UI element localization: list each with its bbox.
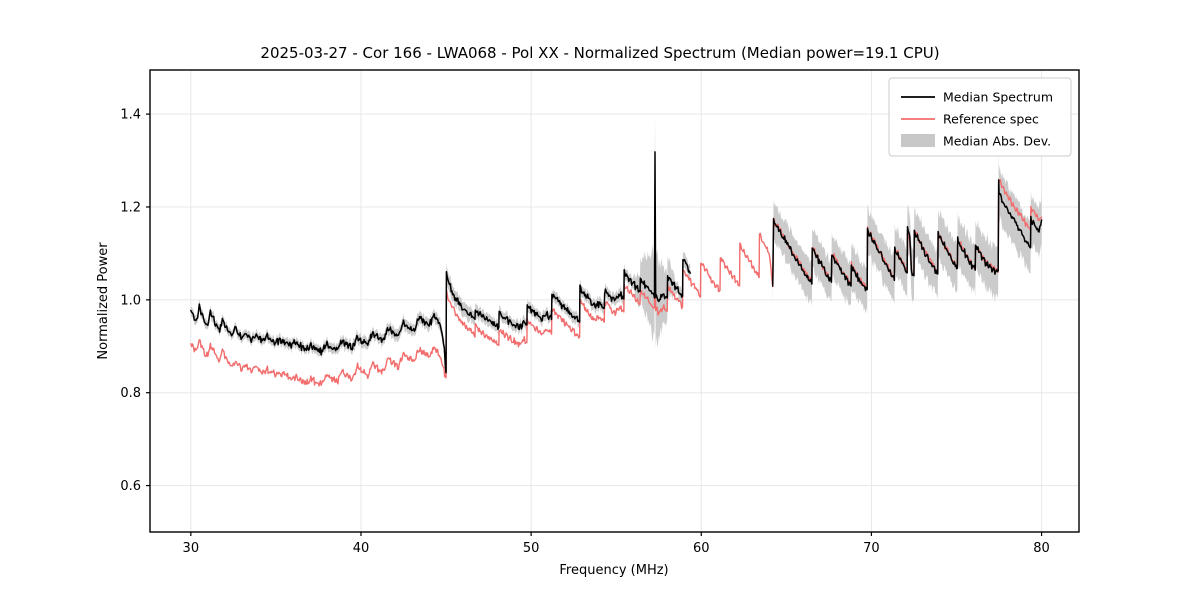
y-axis-ticks: 0.6 0.8 1.0 1.2 1.4	[120, 108, 150, 494]
y-tick-label: 1.4	[120, 108, 141, 123]
y-tick-label: 0.6	[120, 479, 141, 494]
legend[interactable]: Median Spectrum Reference spec Median Abs.…	[888, 77, 1072, 157]
x-tick-label: 70	[863, 541, 880, 556]
reference-spec-line	[190, 179, 1043, 387]
chart-title: 2025-03-27 - Cor 166 - LWA068 - Pol XX -…	[260, 44, 940, 62]
x-tick-label: 50	[523, 541, 540, 556]
y-tick-label: 0.8	[120, 386, 141, 401]
x-tick-label: 80	[1033, 541, 1050, 556]
legend-label-2: Reference spec	[943, 112, 1039, 127]
legend-label-3: Median Abs. Dev.	[943, 134, 1051, 149]
grid-lines	[150, 70, 1079, 532]
x-axis-ticks: 30 40 50 60 70 80	[183, 532, 1050, 556]
y-tick-label: 1.0	[120, 293, 141, 308]
legend-label-1: Median Spectrum	[943, 90, 1053, 105]
x-axis-label: Frequency (MHz)	[559, 563, 668, 578]
median-abs-dev-band	[190, 111, 1042, 381]
y-axis-label: Normalized Power	[96, 242, 111, 360]
median-spectrum-line	[190, 151, 1043, 374]
x-tick-label: 40	[353, 541, 370, 556]
x-tick-label: 60	[693, 541, 710, 556]
x-tick-label: 30	[183, 541, 200, 556]
y-tick-label: 1.2	[120, 200, 141, 215]
axes-frame	[149, 69, 1080, 533]
